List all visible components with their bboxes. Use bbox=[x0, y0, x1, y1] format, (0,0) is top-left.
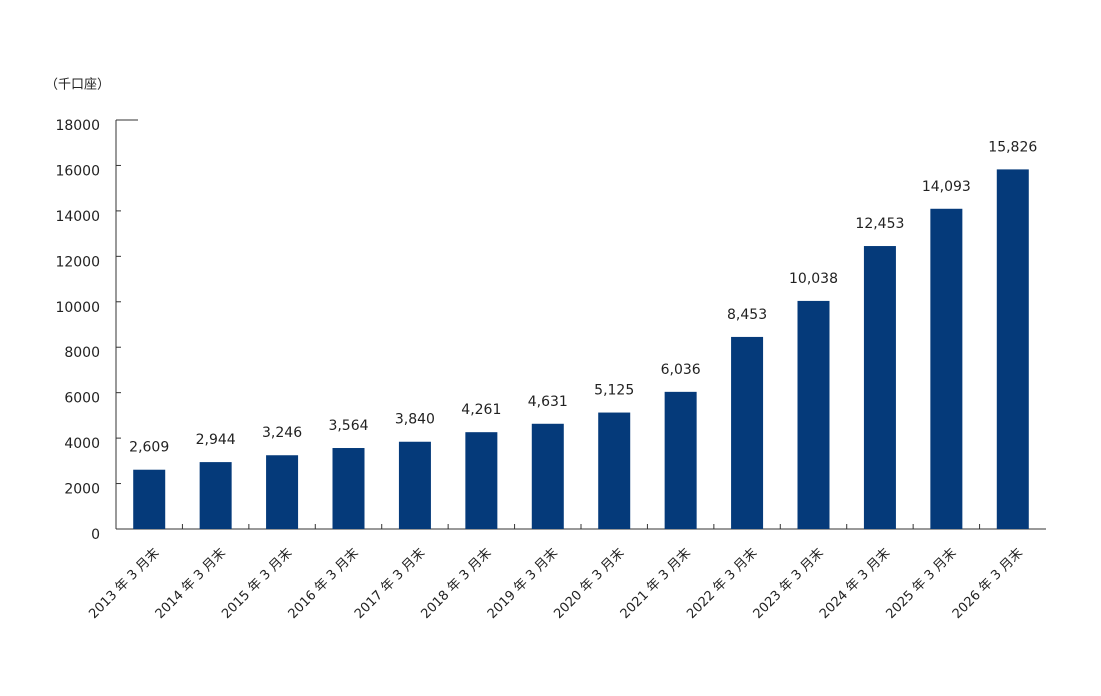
x-tick-label: 2018 年 3 月末 bbox=[418, 546, 494, 622]
value-label: 3,246 bbox=[262, 425, 302, 441]
value-label: 10,038 bbox=[789, 271, 838, 287]
x-tick-label: 2025 年 3 月末 bbox=[883, 546, 959, 622]
y-tick-label: 0 bbox=[91, 527, 100, 543]
x-tick-label: 2013 年 3 月末 bbox=[86, 546, 162, 622]
bar bbox=[664, 391, 697, 529]
value-label: 4,631 bbox=[528, 394, 568, 410]
y-tick-label: 4000 bbox=[64, 436, 100, 452]
value-label: 5,125 bbox=[594, 383, 634, 399]
value-label: 6,036 bbox=[661, 362, 701, 378]
x-tick-label: 2020 年 3 月末 bbox=[551, 546, 627, 622]
x-tick-label: 2017 年 3 月末 bbox=[352, 546, 428, 622]
bar bbox=[863, 246, 896, 529]
y-tick-label: 10000 bbox=[55, 300, 100, 316]
bar bbox=[797, 300, 830, 529]
y-tick-label: 18000 bbox=[55, 118, 100, 134]
value-label: 3,840 bbox=[395, 412, 435, 428]
bar bbox=[332, 448, 365, 529]
bar bbox=[598, 412, 631, 529]
bar bbox=[731, 336, 764, 529]
x-tick-label: 2019 年 3 月末 bbox=[485, 546, 561, 622]
bar bbox=[996, 169, 1029, 529]
y-tick-label: 8000 bbox=[64, 345, 100, 361]
bar bbox=[531, 423, 564, 529]
value-label: 8,453 bbox=[727, 307, 767, 323]
y-tick-label: 2000 bbox=[64, 482, 100, 498]
bar bbox=[199, 462, 232, 529]
value-label: 15,826 bbox=[988, 139, 1037, 155]
value-label: 14,093 bbox=[922, 179, 971, 195]
x-tick-label: 2015 年 3 月末 bbox=[219, 546, 295, 622]
bar bbox=[398, 441, 431, 529]
y-tick-label: 6000 bbox=[64, 391, 100, 407]
bar bbox=[266, 455, 299, 529]
bar bbox=[133, 469, 166, 529]
y-tick-label: 16000 bbox=[55, 163, 100, 179]
bar bbox=[465, 432, 498, 529]
unit-label: （千口座） bbox=[45, 78, 110, 93]
x-tick-label: 2014 年 3 月末 bbox=[153, 546, 229, 622]
x-tick-label: 2021 年 3 月末 bbox=[618, 546, 694, 622]
value-label: 12,453 bbox=[855, 216, 904, 232]
value-label: 2,944 bbox=[196, 432, 236, 448]
x-tick-label: 2026 年 3 月末 bbox=[950, 546, 1026, 622]
x-tick-label: 2016 年 3 月末 bbox=[286, 546, 362, 622]
bar bbox=[930, 208, 963, 529]
x-tick-label: 2023 年 3 月末 bbox=[751, 546, 827, 622]
value-label: 3,564 bbox=[328, 418, 368, 434]
x-tick-label: 2024 年 3 月末 bbox=[817, 546, 893, 622]
x-tick-label: 2022 年 3 月末 bbox=[684, 546, 760, 622]
value-label: 2,609 bbox=[129, 440, 169, 456]
y-tick-label: 14000 bbox=[55, 209, 100, 225]
y-tick-label: 12000 bbox=[55, 254, 100, 270]
value-label: 4,261 bbox=[461, 402, 501, 418]
